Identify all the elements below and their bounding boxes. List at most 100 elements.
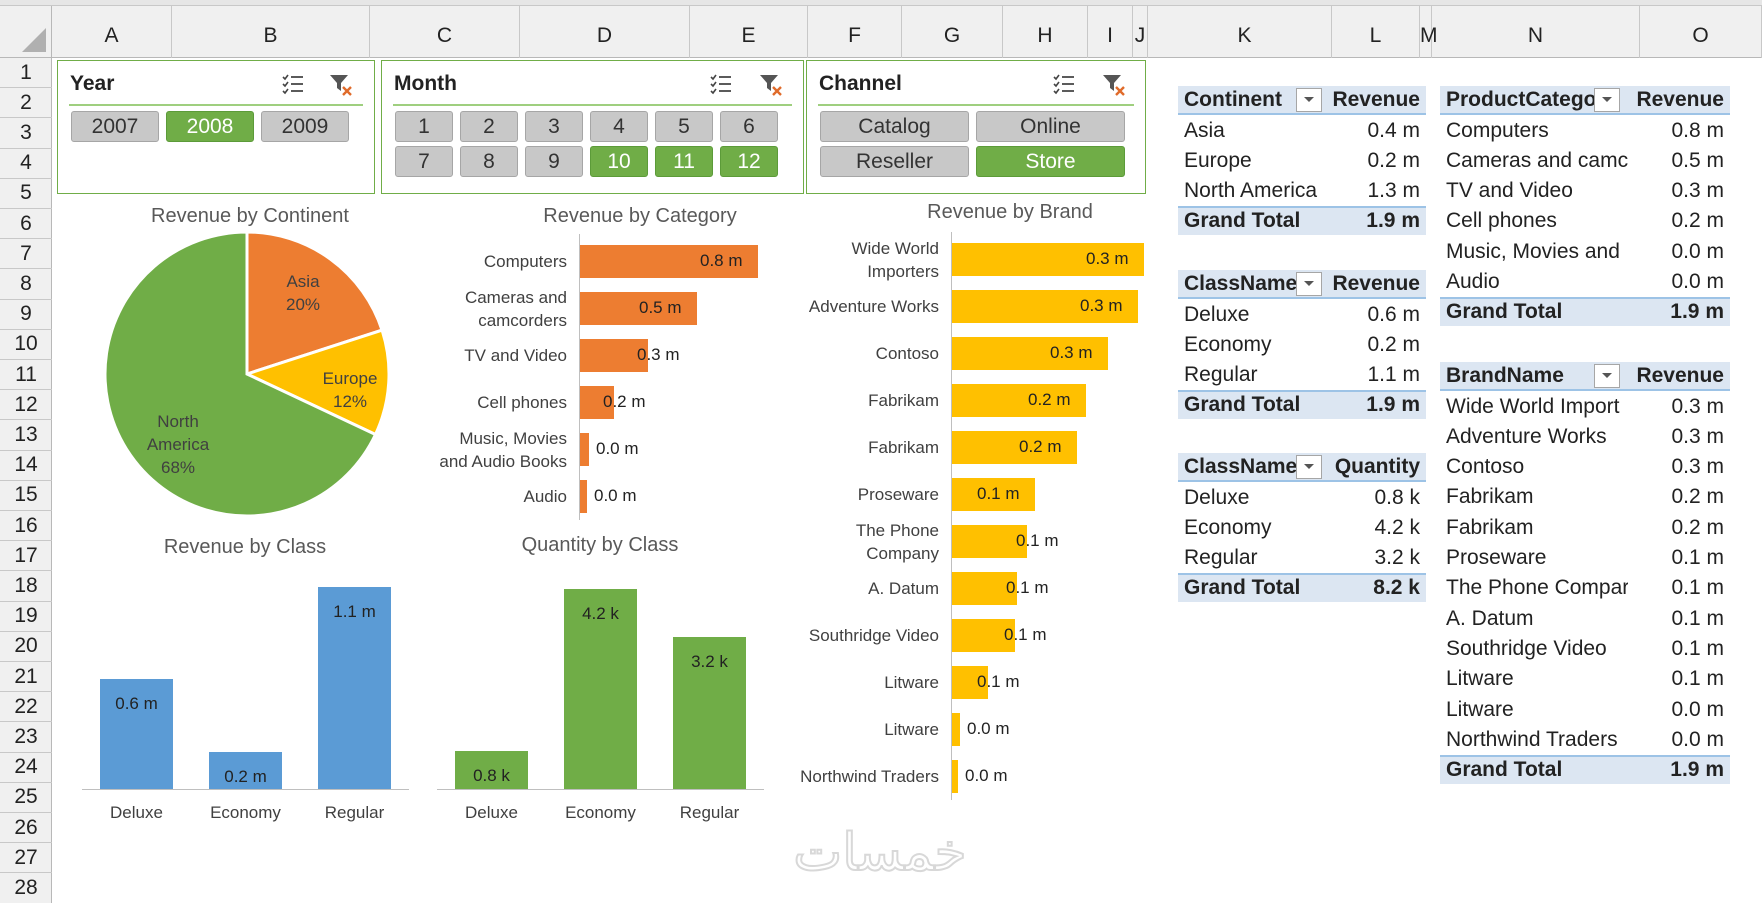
pivot-continent-row[interactable]: Europe 0.2 m (1178, 147, 1426, 174)
slicer-button-month-5[interactable]: 5 (655, 111, 713, 142)
multi-select-icon[interactable] (708, 71, 734, 97)
brandchart-bar[interactable] (952, 619, 1015, 652)
row-header-5[interactable]: 5 (0, 179, 52, 209)
slicer-button-year-2007[interactable]: 2007 (71, 111, 159, 142)
column-header-i[interactable]: I (1088, 6, 1133, 58)
pivot-brand-row[interactable]: Fabrikam 0.2 m (1440, 514, 1730, 541)
row-header-27[interactable]: 27 (0, 843, 52, 874)
pie-slice-europe[interactable] (242, 328, 391, 437)
column-header-d[interactable]: D (520, 6, 690, 58)
brandchart-bar[interactable] (952, 525, 1027, 558)
column-header-b[interactable]: B (172, 6, 370, 58)
slicer-button-month-11[interactable]: 11 (655, 146, 713, 177)
row-header-23[interactable]: 23 (0, 722, 52, 753)
column-header-j[interactable]: J (1133, 6, 1148, 58)
pivot-brand-row[interactable]: Litware 0.1 m (1440, 666, 1730, 693)
catchart-bar[interactable] (580, 339, 648, 372)
clsqty-column[interactable] (455, 751, 528, 789)
catchart-bar[interactable] (580, 245, 758, 278)
pivot-brand-row[interactable]: A. Datum 0.1 m (1440, 605, 1730, 632)
clear-filter-icon[interactable] (1101, 71, 1127, 97)
pivot-class-revenue-row[interactable]: Deluxe 0.6 m (1178, 301, 1426, 328)
row-header-20[interactable]: 20 (0, 632, 52, 662)
select-all-corner[interactable] (0, 6, 52, 58)
brandchart-bar[interactable] (952, 572, 1017, 605)
row-header-4[interactable]: 4 (0, 149, 52, 179)
slicer-button-month-1[interactable]: 1 (395, 111, 453, 142)
slicer-button-channel-online[interactable]: Online (976, 111, 1125, 142)
clear-filter-icon[interactable] (758, 71, 784, 97)
multi-select-icon[interactable] (1051, 71, 1077, 97)
brandchart-bar[interactable] (952, 243, 1144, 276)
column-header-e[interactable]: E (690, 6, 808, 58)
catchart-bar[interactable] (580, 433, 589, 466)
row-header-15[interactable]: 15 (0, 481, 52, 511)
pivot-brand-row[interactable]: Fabrikam 0.2 m (1440, 484, 1730, 511)
brandchart-bar[interactable] (952, 384, 1086, 417)
pivot-brand-row[interactable]: Contoso 0.3 m (1440, 454, 1730, 481)
slicer-button-month-3[interactable]: 3 (525, 111, 583, 142)
row-header-16[interactable]: 16 (0, 511, 52, 542)
pivot-brand-row[interactable]: Litware 0.0 m (1440, 696, 1730, 723)
pivot-brand-row[interactable]: Northwind Traders 0.0 m (1440, 726, 1730, 753)
row-header-3[interactable]: 3 (0, 118, 52, 149)
pie-slice-asia[interactable] (245, 232, 384, 377)
column-header-g[interactable]: G (902, 6, 1003, 58)
brandchart-bar[interactable] (952, 713, 960, 746)
row-header-14[interactable]: 14 (0, 451, 52, 481)
row-header-9[interactable]: 9 (0, 300, 52, 330)
catchart-bar[interactable] (580, 480, 587, 513)
pivot-class-quantity-row[interactable]: Economy 4.2 k (1178, 514, 1426, 541)
row-header-8[interactable]: 8 (0, 269, 52, 300)
row-header-10[interactable]: 10 (0, 330, 52, 360)
clsqty-column[interactable] (673, 637, 746, 789)
pivot-class-revenue-row[interactable]: Regular 1.1 m (1178, 362, 1426, 389)
row-header-26[interactable]: 26 (0, 813, 52, 844)
slicer-button-month-6[interactable]: 6 (720, 111, 778, 142)
brandchart-bar[interactable] (952, 290, 1138, 323)
clsrev-column[interactable] (100, 679, 173, 789)
row-header-28[interactable]: 28 (0, 873, 52, 903)
slicer-button-year-2009[interactable]: 2009 (261, 111, 349, 142)
pivot-continent-row[interactable]: North America 1.3 m (1178, 178, 1426, 205)
pivot-continent-row[interactable]: Asia 0.4 m (1178, 117, 1426, 144)
row-header-25[interactable]: 25 (0, 783, 52, 813)
column-header-k[interactable]: K (1158, 6, 1332, 58)
catchart-bar[interactable] (580, 386, 614, 419)
column-header-f[interactable]: F (808, 6, 902, 58)
pivot-category-row[interactable]: Cell phones 0.2 m (1440, 208, 1730, 235)
pivot-class-quantity-row[interactable]: Deluxe 0.8 k (1178, 484, 1426, 511)
catchart-bar[interactable] (580, 292, 697, 325)
clsqty-column[interactable] (564, 589, 637, 789)
pivot-brand-row[interactable]: Wide World Import 0.3 m (1440, 393, 1730, 420)
pivot-brand-row[interactable]: The Phone Compar 0.1 m (1440, 575, 1730, 602)
pivot-category-row[interactable]: Music, Movies and 0.0 m (1440, 238, 1730, 265)
slicer-button-month-9[interactable]: 9 (525, 146, 583, 177)
multi-select-icon[interactable] (280, 71, 306, 97)
column-header-h[interactable]: H (1003, 6, 1088, 58)
row-header-19[interactable]: 19 (0, 602, 52, 632)
column-header-m[interactable]: M (1420, 6, 1438, 58)
slicer-button-year-2008[interactable]: 2008 (166, 111, 254, 142)
row-header-21[interactable]: 21 (0, 662, 52, 693)
clear-filter-icon[interactable] (328, 71, 354, 97)
row-header-2[interactable]: 2 (0, 88, 52, 119)
row-header-1[interactable]: 1 (0, 58, 52, 89)
brandchart-bar[interactable] (952, 760, 958, 793)
brandchart-bar[interactable] (952, 478, 1035, 511)
column-header-o[interactable]: O (1640, 6, 1762, 58)
brandchart-bar[interactable] (952, 666, 988, 699)
filter-dropdown-button[interactable] (1296, 272, 1322, 296)
column-header-c[interactable]: C (370, 6, 520, 58)
filter-dropdown-button[interactable] (1594, 364, 1620, 388)
pivot-category-row[interactable]: Audio 0.0 m (1440, 269, 1730, 296)
row-header-13[interactable]: 13 (0, 420, 52, 451)
pie-slice-north-america[interactable] (103, 232, 378, 518)
row-header-18[interactable]: 18 (0, 571, 52, 602)
row-header-6[interactable]: 6 (0, 209, 52, 240)
slicer-button-month-10[interactable]: 10 (590, 146, 648, 177)
slicer-button-month-2[interactable]: 2 (460, 111, 518, 142)
filter-dropdown-button[interactable] (1296, 455, 1322, 479)
filter-dropdown-button[interactable] (1594, 88, 1620, 112)
column-header-l[interactable]: L (1332, 6, 1420, 58)
